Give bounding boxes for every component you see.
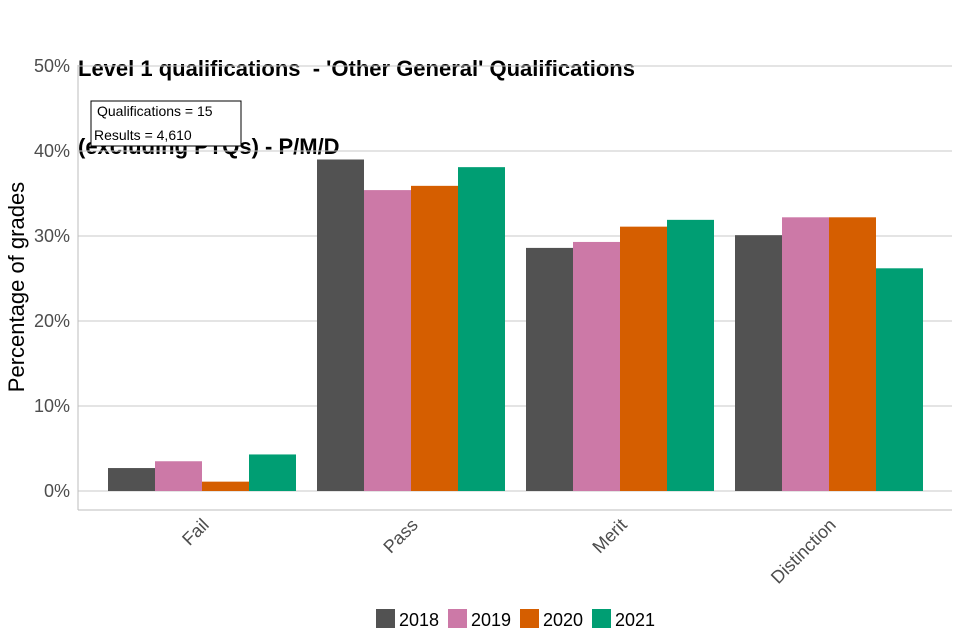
y-tick-label: 40%: [34, 141, 70, 161]
bar-2019-fail: [155, 461, 202, 491]
bar-2019-pass: [364, 190, 411, 491]
legend-swatch-2019: [448, 609, 467, 628]
x-tick-label: Distinction: [767, 515, 840, 588]
bar-2021-fail: [249, 454, 296, 491]
x-tick-label: Merit: [588, 515, 630, 557]
legend: 2018 2019 2020 2021: [376, 609, 655, 630]
y-axis-title: Percentage of grades: [4, 182, 29, 392]
bar-2020-fail: [202, 481, 249, 491]
bar-2019-merit: [573, 241, 620, 491]
bar-2021-merit: [667, 219, 714, 491]
bar-2018-pass: [317, 159, 364, 491]
chart-title-line-1: Level 1 qualifications - 'Other General'…: [78, 56, 635, 81]
annotation-border: [90, 100, 242, 147]
legend-swatch-2021: [592, 609, 611, 628]
annotation-results: Results = 4,610: [94, 127, 192, 143]
legend-label-2021: 2021: [615, 610, 655, 630]
bar-2019-distinction: [782, 217, 829, 492]
y-tick-label: 10%: [34, 396, 70, 416]
legend-label-2020: 2020: [543, 610, 583, 630]
bar-2018-fail: [108, 468, 155, 491]
x-tick-label: Pass: [379, 515, 421, 557]
bar-2021-distinction: [876, 268, 923, 491]
bar-2020-distinction: [829, 217, 876, 492]
bar-2018-distinction: [735, 235, 782, 491]
x-tick-label: Fail: [178, 515, 213, 550]
bar-2021-pass: [458, 167, 505, 491]
x-tick-labels: Fail Pass Merit Distinction: [178, 515, 840, 588]
bars: [108, 159, 923, 492]
legend-swatch-2020: [520, 609, 539, 628]
legend-label-2019: 2019: [471, 610, 511, 630]
legend-label-2018: 2018: [399, 610, 439, 630]
bar-2020-pass: [411, 185, 458, 491]
bar-2018-merit: [526, 247, 573, 491]
annotation-box: Qualifications = 15 Results = 4,610: [90, 100, 242, 147]
bar-2020-merit: [620, 226, 667, 491]
y-tick-label: 20%: [34, 311, 70, 331]
y-tick-labels: 0% 10% 20% 30% 40% 50%: [34, 56, 70, 501]
y-tick-label: 50%: [34, 56, 70, 76]
legend-swatch-2018: [376, 609, 395, 628]
y-tick-label: 30%: [34, 226, 70, 246]
annotation-qualifications: Qualifications = 15: [97, 103, 213, 119]
y-tick-label: 0%: [44, 481, 70, 501]
